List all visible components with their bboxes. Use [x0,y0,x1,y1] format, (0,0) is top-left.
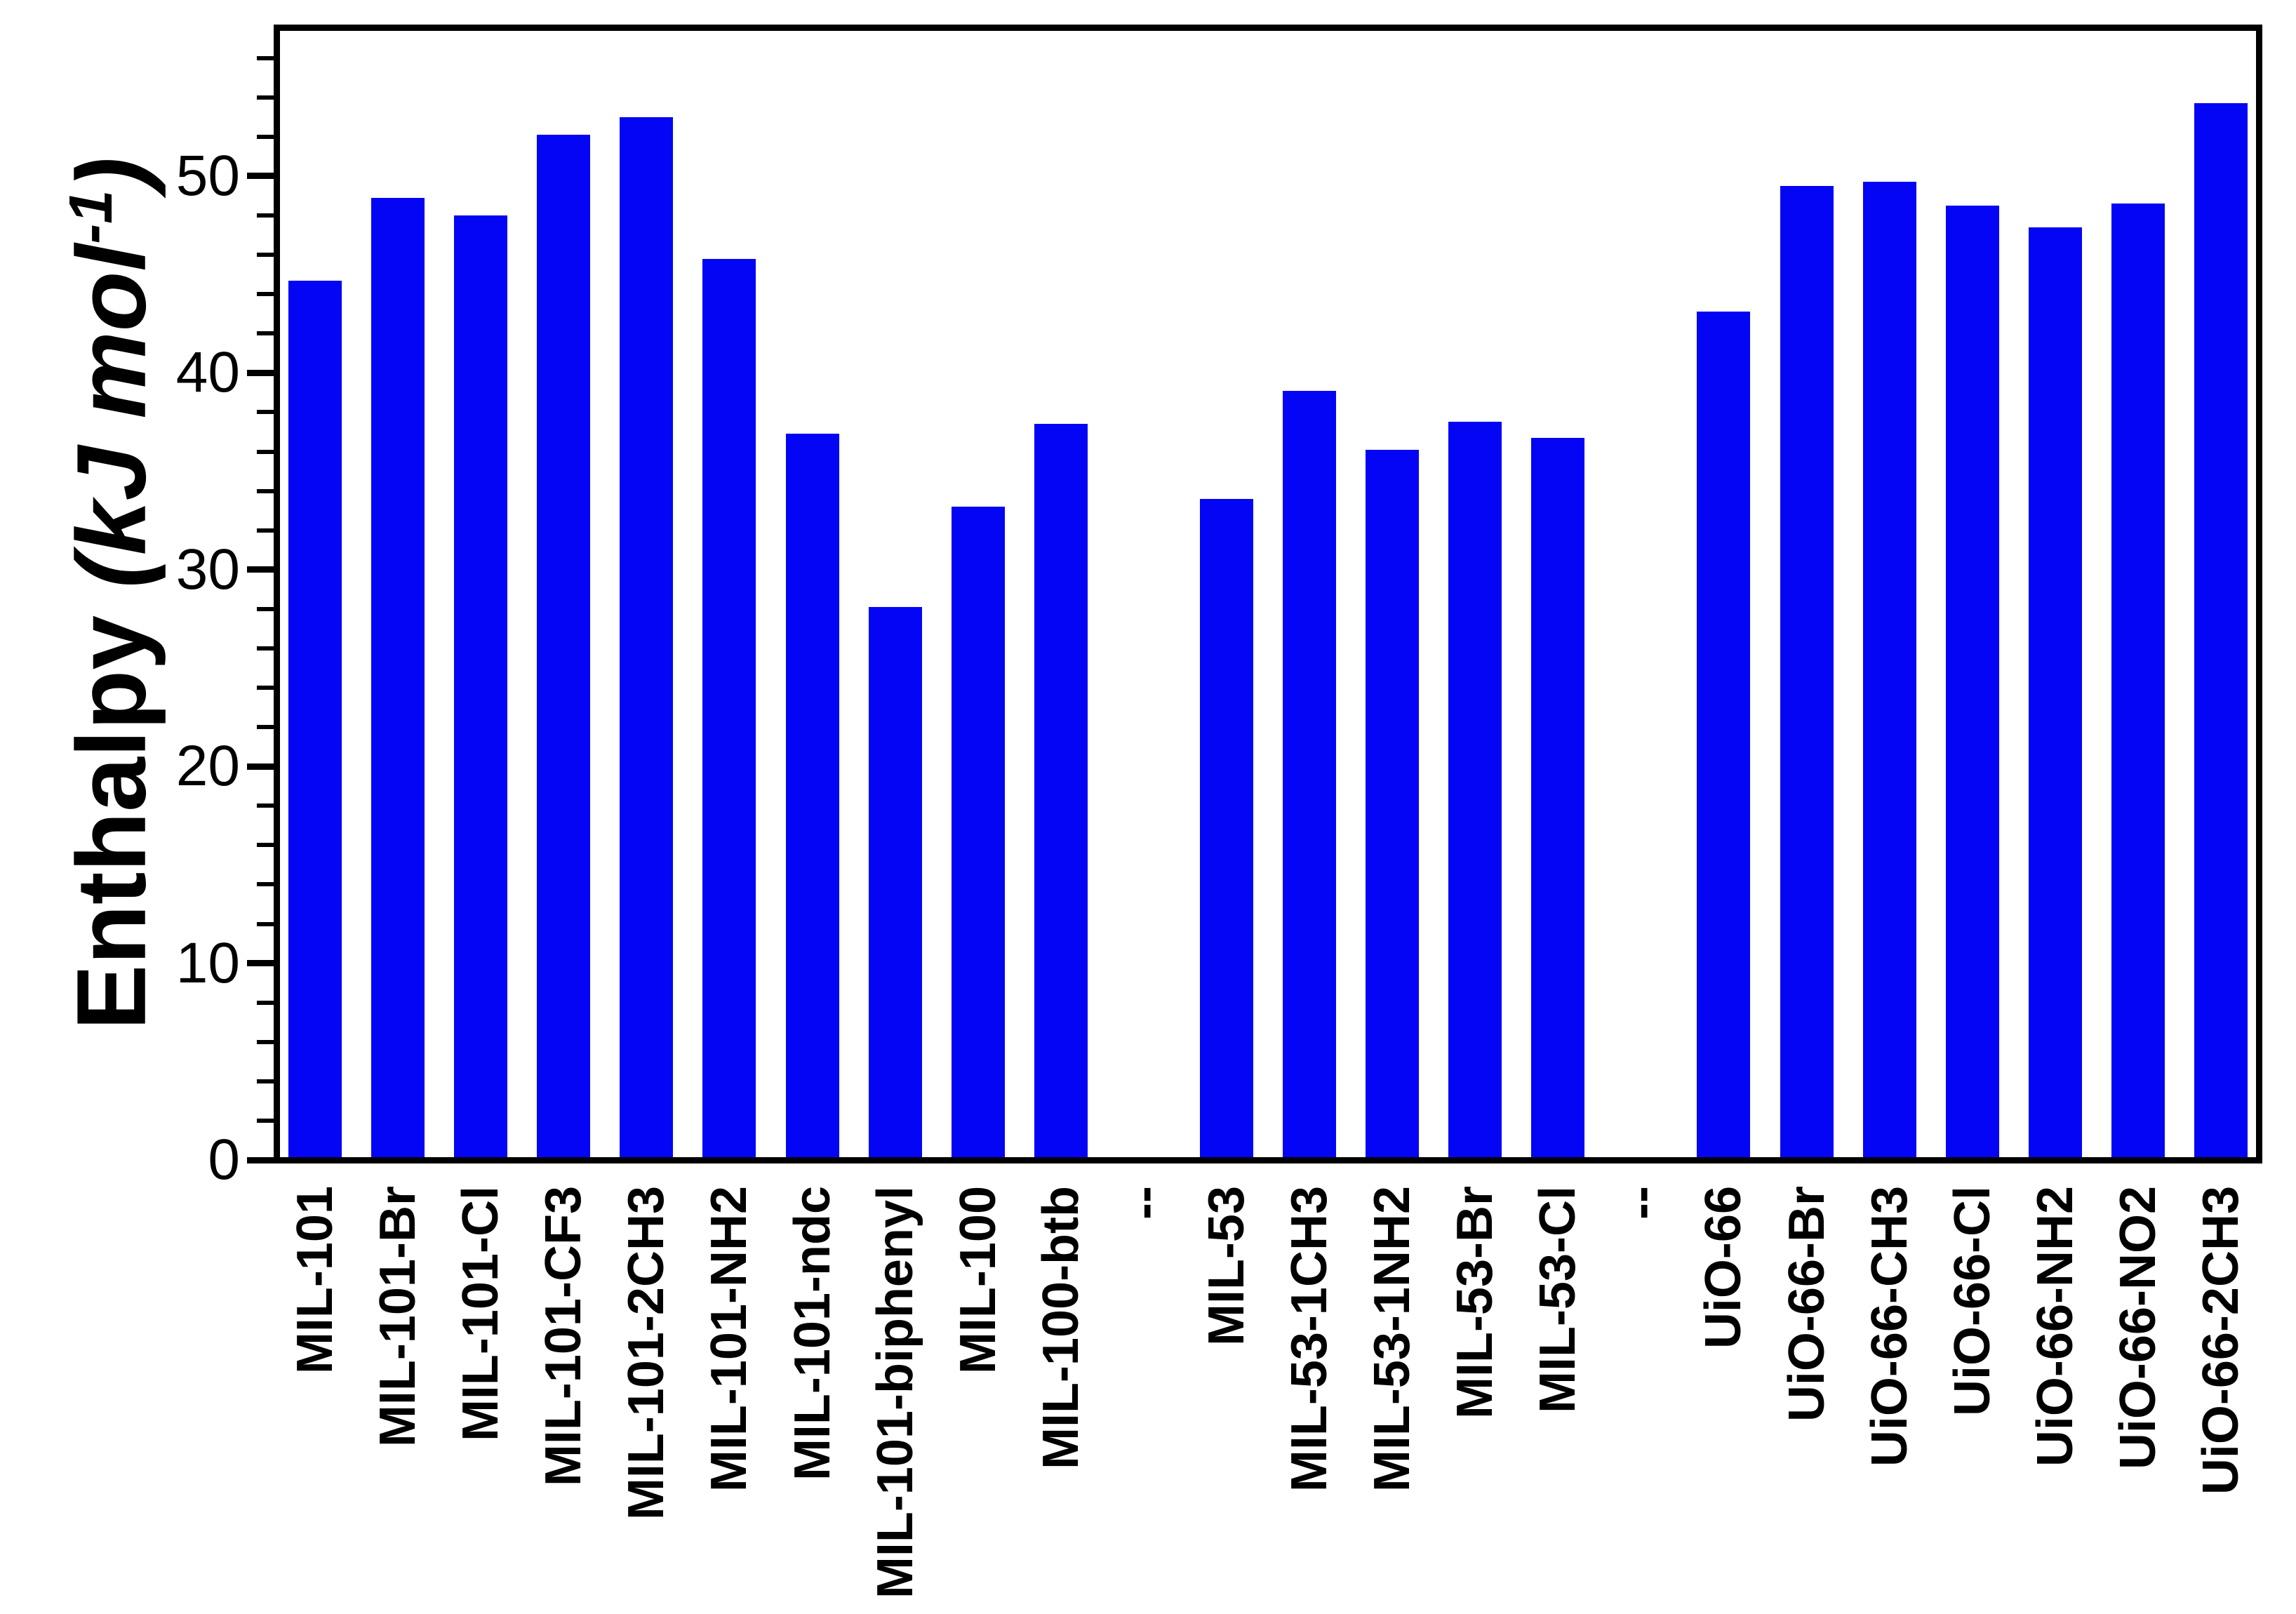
y-minor-tick [257,55,274,60]
y-tick-label: 40 [175,340,240,405]
y-axis-unit: (kJ mol [55,244,166,588]
y-tick-label: 30 [175,537,240,601]
x-tick-label: UiO-66 [1695,1186,1752,1349]
y-tick-label: 20 [175,734,240,799]
y-major-tick [247,173,274,180]
y-minor-tick [257,882,274,887]
y-minor-tick [257,253,274,258]
y-minor-tick [257,449,274,454]
bar [951,507,1005,1160]
y-minor-tick [257,803,274,808]
bar [2028,227,2082,1160]
y-minor-tick [257,1039,274,1044]
y-minor-tick [257,488,274,493]
y-tick-label: 50 [175,143,240,208]
y-minor-tick [257,292,274,297]
x-tick-label: MIL-101-biphenyl [867,1186,923,1599]
x-tick-label: MIL-53-1CH3 [1281,1186,1338,1493]
x-tick-label: MIL-53 [1198,1186,1255,1347]
x-tick-label: MIL-53-Cl [1530,1186,1587,1413]
bar [1366,449,1420,1160]
y-tick-label: 10 [175,931,240,995]
y-minor-tick [257,528,274,533]
x-tick-label: UiO-66-NO2 [2109,1186,2166,1470]
x-tick-label: UiO-66-CH3 [1861,1186,1918,1467]
x-tick-label: UiO-66-NH2 [2027,1186,2083,1467]
y-minor-tick [257,331,274,336]
y-minor-tick [257,921,274,926]
x-tick-label: UiO-66-Cl [1944,1186,2001,1417]
bar [371,197,425,1160]
y-minor-tick [257,213,274,218]
bar [620,116,674,1160]
y-minor-tick [257,1079,274,1083]
bar [1531,437,1585,1160]
y-minor-tick [257,686,274,690]
y-minor-tick [257,646,274,651]
bar [1199,498,1253,1160]
y-major-tick [247,960,274,967]
y-minor-tick [257,134,274,139]
y-major-tick [247,566,274,573]
x-tick-label: MIL-101-Br [370,1186,427,1448]
y-minor-tick [257,1000,274,1005]
x-tick-label: MIL-100 [949,1186,1006,1375]
bar [2194,103,2248,1160]
y-tick-label: 0 [208,1128,240,1192]
x-tick-label: UiO-66-Br [1778,1186,1835,1422]
x-tick-label: MIL-101-CF3 [535,1186,592,1487]
x-tick-label: MIL-53-1NH2 [1364,1186,1421,1493]
bar [2111,204,2165,1160]
x-tick-label: MIL-101 [287,1186,344,1375]
x-tick-label: UiO-66-2CH3 [2192,1186,2249,1495]
y-minor-tick [257,1118,274,1123]
y-major-tick [247,369,274,376]
bar [868,607,922,1160]
plot-frame [274,25,2262,1163]
x-tick-label: MIL-101-NH2 [701,1186,758,1493]
bar [1697,312,1751,1160]
bar [1034,424,1088,1160]
bar [702,258,756,1160]
bar [537,135,591,1160]
y-major-tick [247,763,274,770]
bar [1283,390,1337,1160]
bar [288,280,342,1160]
y-minor-tick [257,95,274,100]
y-minor-tick [257,410,274,415]
y-minor-tick [257,606,274,611]
bar [454,215,508,1160]
bar [1780,185,1834,1160]
x-tick-label: MIL-101-2CH3 [618,1186,675,1521]
x-tick-label: -- [1613,1186,1669,1220]
bar [1448,422,1502,1160]
y-major-tick [247,1156,274,1163]
x-tick-label: MIL-101-ndc [784,1186,841,1481]
x-tick-label: MIL-100-btb [1032,1186,1089,1469]
x-tick-label: MIL-101-Cl [453,1186,509,1442]
bar [1945,205,1999,1160]
x-tick-label: MIL-53-Br [1447,1186,1504,1420]
y-minor-tick [257,725,274,730]
y-minor-tick [257,843,274,848]
bar [785,434,839,1160]
x-tick-label: -- [1115,1186,1172,1220]
bar [1862,182,1916,1160]
